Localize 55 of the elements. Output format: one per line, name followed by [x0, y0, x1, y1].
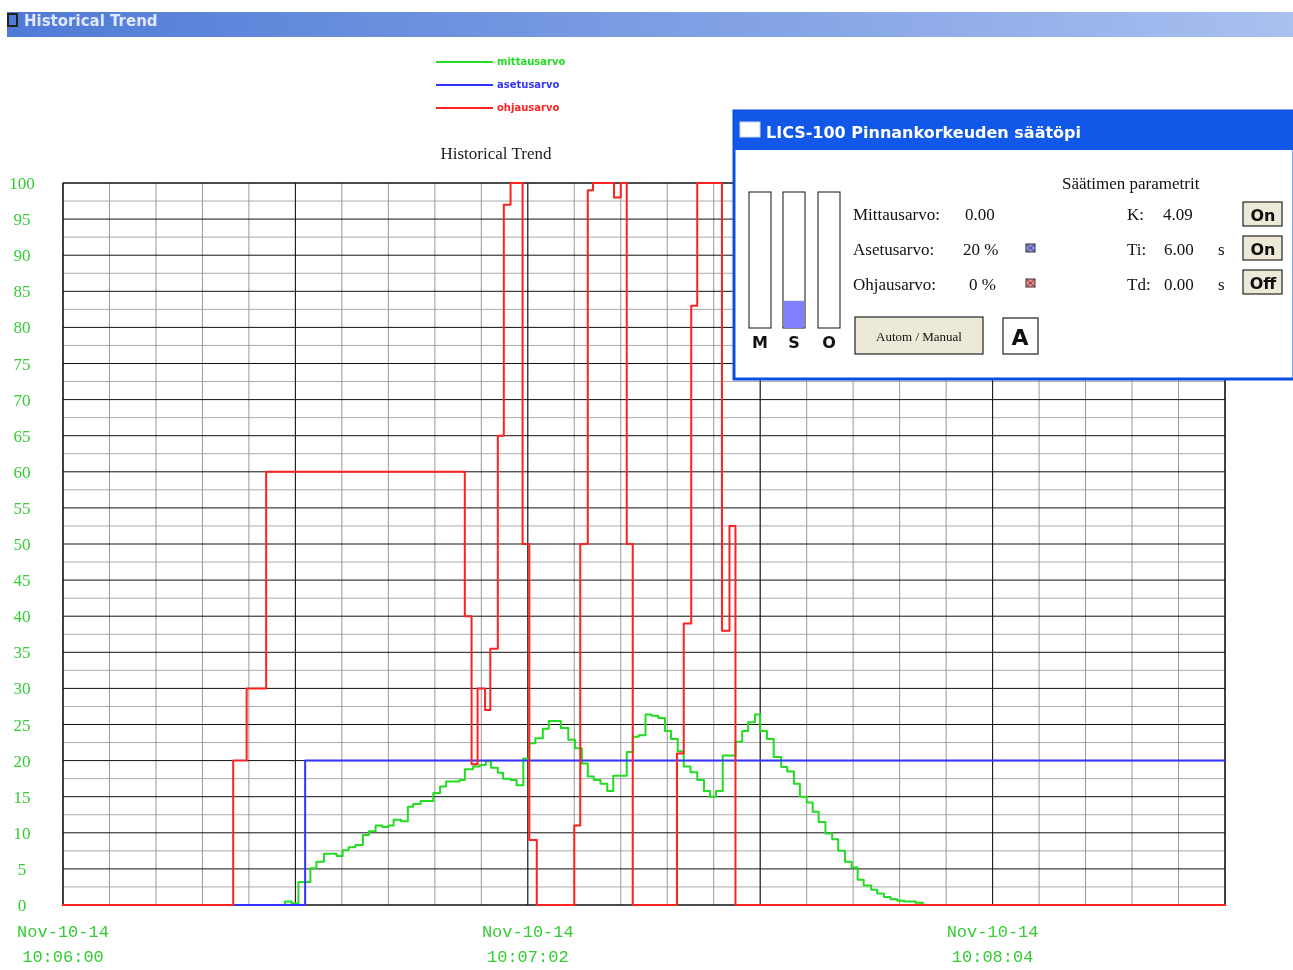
- annotation: s: [1218, 275, 1225, 294]
- y-tick-label: 0: [17, 896, 27, 915]
- annotation: Säätimen parametrit: [1062, 174, 1200, 193]
- y-tick-label: 90: [13, 246, 31, 266]
- y-tick-label: 80: [13, 318, 31, 338]
- annotation: A: [1011, 325, 1029, 350]
- text: Historical Trend: [24, 12, 158, 30]
- annotation: Autom / Manual: [876, 329, 963, 344]
- annotation: O: [822, 333, 836, 352]
- y-tick-label: 40: [13, 607, 31, 627]
- annotation: Ti:: [1127, 240, 1147, 259]
- text: LICS-100 Pinnankorkeuden säätöpi: [766, 123, 1082, 142]
- y-tick-label: 5: [17, 859, 27, 879]
- button: Autom / Manual: [854, 316, 984, 355]
- y-tick-label: 35: [13, 643, 31, 663]
- annotation: s: [1218, 240, 1225, 259]
- annotation: Mittausarvo:: [853, 205, 940, 224]
- annotation: 0 %: [969, 275, 996, 294]
- y-tick-label: 95: [13, 210, 31, 230]
- y-tick-label: 55: [13, 498, 31, 518]
- y-tick-label: 10: [13, 823, 31, 843]
- text: mittausarvo: [497, 56, 566, 67]
- annotation: 0.00: [965, 205, 995, 224]
- y-tick-label: 60: [13, 462, 31, 482]
- x-tick-label: Nov-10-14 10:07:02: [481, 923, 574, 967]
- y-tick-label: 100: [9, 174, 35, 193]
- annotation: S: [788, 333, 800, 352]
- annotation: Ohjausarvo:: [853, 275, 937, 294]
- button: On: [1242, 235, 1283, 261]
- annotation: M: [752, 333, 768, 352]
- x-tick-label: Nov-10-14 10:08:04: [946, 923, 1039, 967]
- button: Off: [1242, 269, 1283, 295]
- chart-title: Historical Trend: [440, 144, 552, 163]
- y-tick-label: 65: [13, 426, 31, 446]
- annotation: 4.09: [1163, 205, 1193, 224]
- text: asetusarvo: [497, 79, 560, 90]
- annotation: Td:: [1127, 275, 1151, 294]
- y-tick-label: 20: [13, 751, 31, 771]
- y-tick-label: 50: [13, 535, 31, 554]
- button: A: [1002, 317, 1039, 355]
- annotation: 20 %: [963, 240, 999, 259]
- text: ohjausarvo: [497, 102, 560, 113]
- y-tick-label: 45: [13, 571, 31, 591]
- button: On: [1242, 201, 1283, 227]
- annotation: 6.00: [1164, 240, 1194, 259]
- annotation: 0.00: [1164, 275, 1194, 294]
- y-tick-label: 85: [13, 282, 31, 302]
- y-tick-label: 15: [13, 787, 31, 807]
- y-tick-label: 25: [13, 715, 31, 735]
- y-tick-label: 70: [13, 390, 31, 410]
- annotation: Asetusarvo:: [853, 240, 935, 259]
- y-tick-label: 75: [13, 354, 31, 374]
- annotation: K:: [1127, 205, 1144, 224]
- y-tick-label: 30: [13, 679, 31, 699]
- x-tick-label: Nov-10-14 10:06:00: [17, 923, 109, 967]
